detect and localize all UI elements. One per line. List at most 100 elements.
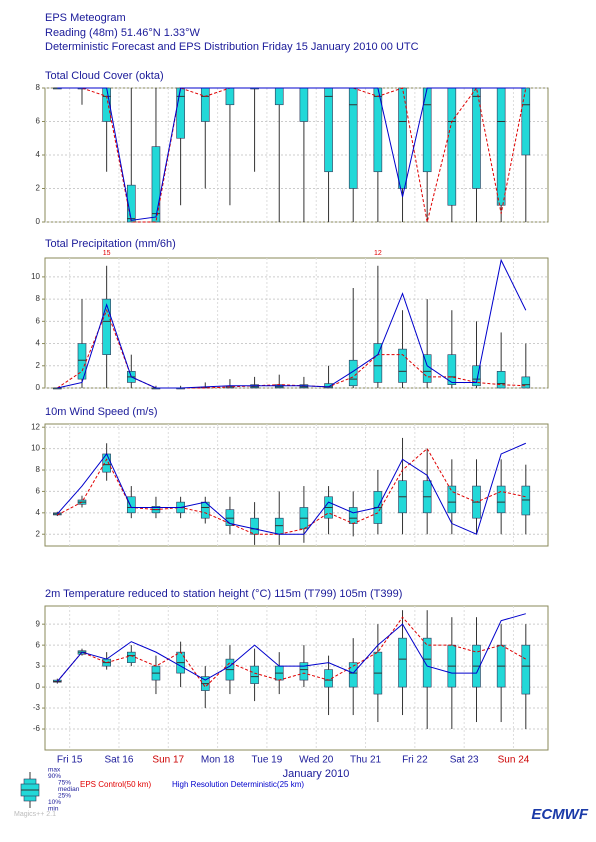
box xyxy=(348,662,358,688)
y-tick-label: -3 xyxy=(33,703,41,712)
plot-frame xyxy=(44,605,549,751)
legend-stat: min xyxy=(48,806,59,813)
box xyxy=(373,343,383,383)
box xyxy=(521,644,531,695)
box xyxy=(126,651,136,663)
y-tick-label: 2 xyxy=(36,361,41,370)
y-tick-label: 0 xyxy=(36,682,41,691)
x-tick-label: Thu 21 xyxy=(350,755,382,766)
y-tick-label: 4 xyxy=(36,339,41,348)
hres-line xyxy=(56,442,527,535)
y-tick-label: 8 xyxy=(36,294,41,303)
box xyxy=(398,637,407,688)
y-tick-label: 4 xyxy=(36,150,41,159)
location: Reading (48m) 51.46°N 1.33°W xyxy=(45,27,201,39)
legend-stat: 10% xyxy=(48,799,61,806)
x-tick-label: Sun 24 xyxy=(498,755,530,766)
y-tick-label: 4 xyxy=(36,508,41,517)
hres-line xyxy=(57,258,527,389)
box xyxy=(447,87,457,206)
box xyxy=(274,517,284,535)
page-title: EPS Meteogram xyxy=(45,12,126,24)
box xyxy=(225,509,235,526)
box xyxy=(422,637,432,688)
subtitle: Deterministic Forecast and EPS Distribut… xyxy=(45,41,419,53)
box xyxy=(225,87,235,106)
legend-stat: 90% xyxy=(48,773,61,780)
panel-title: 2m Temperature reduced to station height… xyxy=(45,588,402,600)
legend-stat: max xyxy=(48,767,61,774)
software: Magics++ 2.1 xyxy=(14,811,56,818)
y-tick-label: 6 xyxy=(36,487,41,496)
y-tick-label: 8 xyxy=(36,465,41,474)
box xyxy=(250,384,259,389)
y-tick-label: 10 xyxy=(31,272,40,281)
y-tick-label: 0 xyxy=(36,217,41,226)
legend-control: EPS Control(50 km) xyxy=(80,780,151,789)
x-tick-label: Fri 22 xyxy=(402,755,428,766)
y-tick-label: 0 xyxy=(36,383,41,392)
y-tick-label: 8 xyxy=(36,83,41,92)
y-tick-label: 10 xyxy=(31,444,40,453)
legend-stat: 75% xyxy=(58,780,71,787)
y-tick-label: 2 xyxy=(36,529,41,538)
panel-title: Total Precipitation (mm/6h) xyxy=(45,238,176,250)
box xyxy=(348,87,358,189)
box xyxy=(521,376,531,389)
control-line xyxy=(56,616,527,688)
y-tick-label: 6 xyxy=(36,117,41,126)
plot-frame xyxy=(44,257,549,389)
legend-hres: High Resolution Deterministic(25 km) xyxy=(172,780,304,789)
y-tick-label: 2 xyxy=(36,184,41,193)
box xyxy=(496,87,506,206)
panel-title: 10m Wind Speed (m/s) xyxy=(45,406,157,418)
logo: ECMWF xyxy=(531,806,588,823)
box xyxy=(447,485,457,514)
box xyxy=(250,665,259,684)
box xyxy=(521,87,531,156)
box xyxy=(472,365,481,387)
control-line xyxy=(57,86,527,223)
y-tick-label: -6 xyxy=(33,724,41,733)
x-tick-label: Mon 18 xyxy=(201,755,235,766)
panel-title: Total Cloud Cover (okta) xyxy=(45,70,164,82)
box xyxy=(324,87,333,173)
box xyxy=(348,507,358,524)
box xyxy=(496,371,506,389)
x-tick-label: Sat 23 xyxy=(450,755,479,766)
x-axis-label: January 2010 xyxy=(283,768,350,780)
box xyxy=(176,87,185,139)
box xyxy=(398,348,407,383)
y-tick-label: 6 xyxy=(36,316,41,325)
box xyxy=(250,517,259,535)
box xyxy=(102,453,111,473)
y-tick-label: 9 xyxy=(36,619,41,628)
x-tick-label: Sun 17 xyxy=(152,755,184,766)
box xyxy=(102,298,111,355)
box xyxy=(521,485,531,516)
box xyxy=(447,354,457,385)
box xyxy=(274,87,284,106)
box xyxy=(472,87,481,189)
plot-frame xyxy=(44,423,549,547)
x-tick-label: Sat 16 xyxy=(105,755,134,766)
x-tick-label: Tue 19 xyxy=(252,755,283,766)
box xyxy=(151,146,161,223)
hres-line xyxy=(56,613,526,682)
box xyxy=(496,485,506,514)
x-tick-label: Fri 15 xyxy=(57,755,83,766)
legend-stat: median xyxy=(58,786,80,793)
off-scale-label: 15 xyxy=(103,250,111,257)
y-tick-label: 6 xyxy=(36,640,41,649)
x-tick-label: Wed 20 xyxy=(299,755,334,766)
legend-stat: 25% xyxy=(58,793,71,800)
box xyxy=(200,87,210,122)
box xyxy=(299,87,309,122)
box xyxy=(299,662,309,681)
y-tick-label: 3 xyxy=(36,661,41,670)
y-tick-label: 12 xyxy=(31,422,40,431)
off-scale-label: 12 xyxy=(374,250,382,257)
hres-line xyxy=(57,87,526,221)
